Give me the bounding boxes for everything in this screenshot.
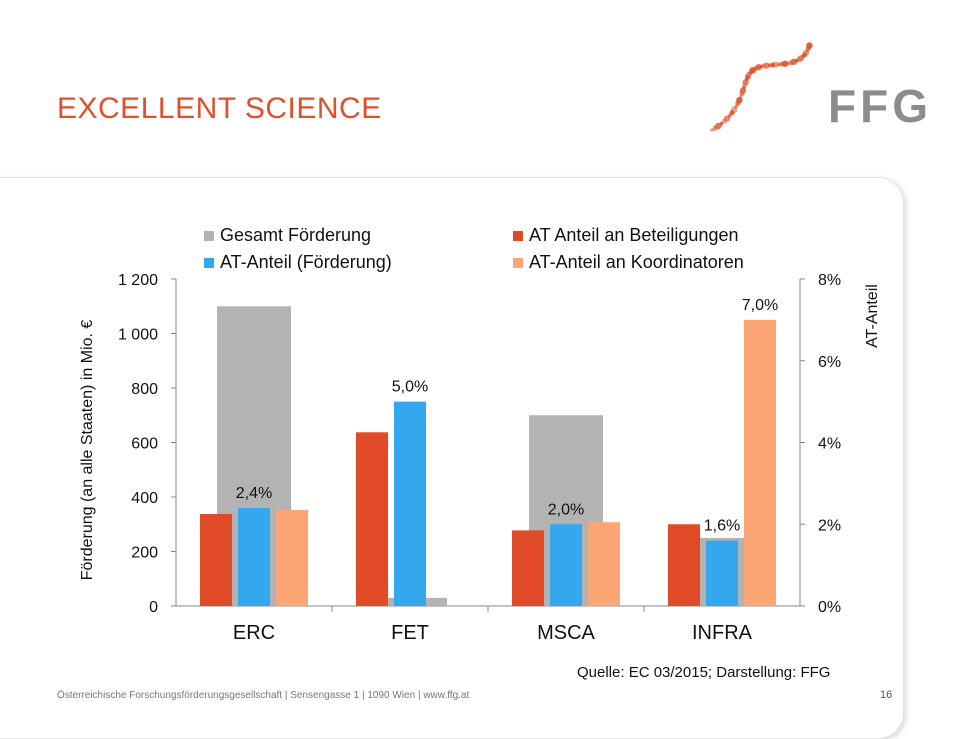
data-label-erc: 2,4% — [236, 485, 272, 502]
bar-at-anteil-f-rderung-infra — [706, 540, 738, 606]
source-note: Quelle: EC 03/2015; Darstellung: FFG — [577, 664, 831, 681]
chart: 0 200 400 600 800 1 000 1 200 0% 2% 4% 6% 8% Förderu… — [79, 225, 881, 644]
bar-at-anteil-an-beteiligungen-fet — [356, 432, 388, 606]
y-tick-label: 800 — [131, 381, 158, 398]
bar-at-anteil-f-rderung-fet — [394, 401, 426, 606]
y-tick-label: 0 — [149, 599, 158, 616]
slide-title: EXCELLENT SCIENCE — [57, 92, 382, 125]
bar-at-anteil-an-koordinatoren-erc — [276, 509, 308, 606]
y2-tick-label: 6% — [818, 354, 841, 371]
legend-swatch — [513, 258, 523, 268]
y-tick-label: 600 — [131, 436, 158, 453]
page-number: 16 — [880, 689, 893, 701]
bar-at-anteil-an-koordinatoren-infra — [744, 319, 776, 606]
y-axis-title: Förderung (an alle Staaten) in Mio. € — [79, 320, 96, 581]
ffg-logo: FFG — [710, 42, 932, 132]
logo-dot — [727, 113, 732, 118]
logo-dot — [772, 61, 779, 68]
bar-at-anteil-an-beteiligungen-infra — [668, 524, 700, 606]
y2-tick-label: 2% — [818, 517, 841, 534]
legend-label: AT Anteil an Beteiligungen — [529, 225, 739, 245]
data-label-infra: 7,0% — [742, 297, 778, 314]
legend-label: Gesamt Förderung — [220, 225, 371, 245]
bar-at-anteil-an-beteiligungen-erc — [200, 514, 232, 606]
bar-at-anteil-an-koordinatoren-msca — [588, 522, 620, 606]
x-tick-label: FET — [391, 622, 429, 644]
logo-dot — [719, 121, 724, 126]
y-tick-label: 1 200 — [118, 272, 158, 289]
y2-axis-title: AT-Anteil — [864, 284, 881, 348]
logo-text: FFG — [828, 80, 932, 132]
bar-at-anteil-an-beteiligungen-msca — [512, 530, 544, 606]
y-tick-label: 400 — [131, 490, 158, 507]
bar-at-anteil-f-rderung-erc — [238, 507, 270, 606]
y-tick-label: 1 000 — [118, 327, 158, 344]
legend-swatch — [204, 231, 214, 241]
data-label-fet: 5,0% — [392, 379, 428, 396]
footer-text: Österreichische Forschungsförderungsgese… — [57, 690, 470, 701]
logo-dot — [806, 42, 813, 49]
legend-label: AT-Anteil (Förderung) — [220, 252, 392, 272]
x-tick-label: INFRA — [692, 622, 753, 644]
x-tick-label: MSCA — [537, 622, 595, 644]
x-tick-label: ERC — [233, 622, 275, 644]
y2-tick-label: 8% — [818, 272, 841, 289]
legend-swatch — [204, 258, 214, 268]
data-label-msca: 2,0% — [548, 501, 584, 518]
legend-label: AT-Anteil an Koordinatoren — [529, 252, 744, 272]
y-tick-label: 200 — [131, 545, 158, 562]
y2-tick-label: 0% — [818, 599, 841, 616]
logo-dot-swoosh — [710, 42, 813, 132]
y2-tick-label: 4% — [818, 436, 841, 453]
bar-at-anteil-f-rderung-msca — [550, 524, 582, 606]
legend-swatch — [513, 231, 523, 241]
data-label-infra: 1,6% — [704, 518, 740, 535]
logo-dot — [763, 62, 770, 69]
